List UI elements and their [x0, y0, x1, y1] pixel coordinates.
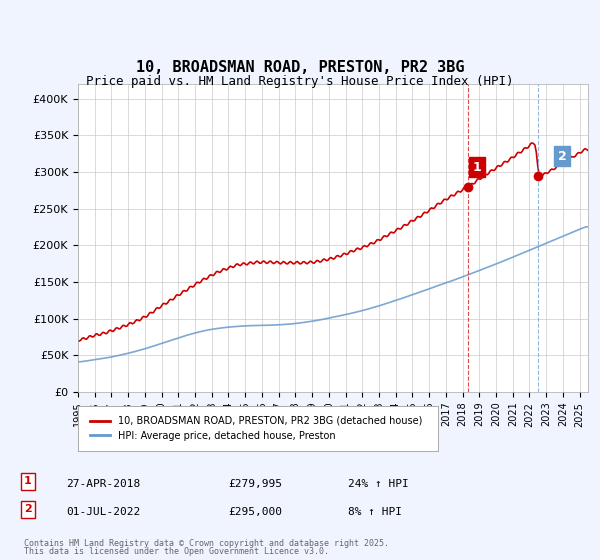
Text: Contains HM Land Registry data © Crown copyright and database right 2025.: Contains HM Land Registry data © Crown c… — [24, 539, 389, 548]
Text: £279,995: £279,995 — [228, 479, 282, 489]
Text: 10, BROADSMAN ROAD, PRESTON, PR2 3BG: 10, BROADSMAN ROAD, PRESTON, PR2 3BG — [136, 60, 464, 74]
Text: £295,000: £295,000 — [228, 507, 282, 517]
Text: 01-JUL-2022: 01-JUL-2022 — [66, 507, 140, 517]
Text: 27-APR-2018: 27-APR-2018 — [66, 479, 140, 489]
Text: 2: 2 — [558, 150, 566, 162]
Text: 1: 1 — [24, 477, 32, 487]
Text: This data is licensed under the Open Government Licence v3.0.: This data is licensed under the Open Gov… — [24, 548, 329, 557]
Text: 24% ↑ HPI: 24% ↑ HPI — [348, 479, 409, 489]
Text: 1: 1 — [473, 161, 482, 174]
Legend: 10, BROADSMAN ROAD, PRESTON, PR2 3BG (detached house), HPI: Average price, detac: 10, BROADSMAN ROAD, PRESTON, PR2 3BG (de… — [86, 412, 426, 445]
Text: 2: 2 — [24, 505, 32, 515]
Text: 8% ↑ HPI: 8% ↑ HPI — [348, 507, 402, 517]
Text: Price paid vs. HM Land Registry's House Price Index (HPI): Price paid vs. HM Land Registry's House … — [86, 74, 514, 88]
